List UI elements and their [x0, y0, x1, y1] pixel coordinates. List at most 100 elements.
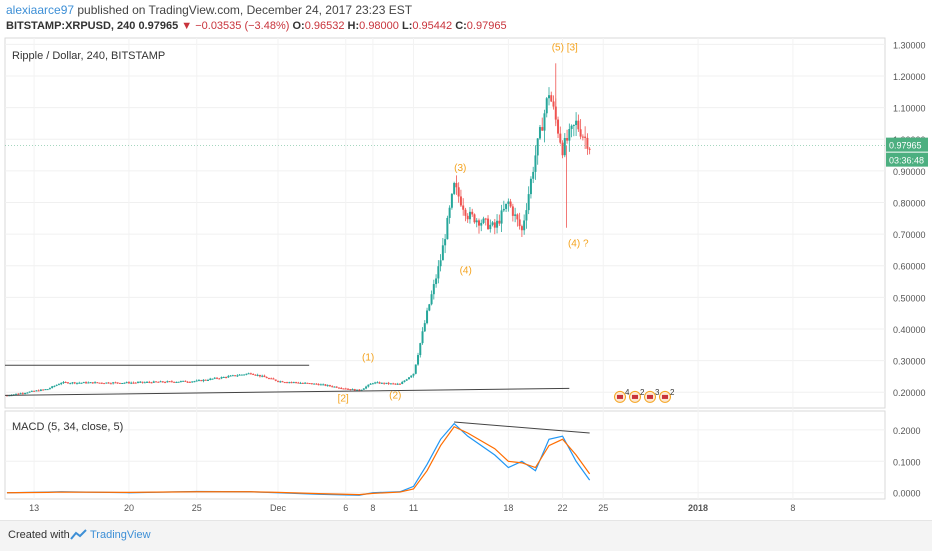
candle-body [220, 377, 223, 379]
candle-body [568, 129, 571, 141]
candle-body [297, 382, 300, 384]
candle-body [328, 385, 331, 387]
candle-body [351, 389, 354, 391]
candle-body [15, 393, 18, 395]
candle-body [396, 383, 399, 385]
candle-body [491, 222, 494, 225]
candle-body [561, 142, 564, 156]
candle-body [471, 211, 474, 215]
countdown-tag [886, 152, 928, 167]
candle-body [91, 382, 94, 384]
candle-body [62, 382, 65, 384]
candle-body [304, 382, 307, 384]
trend-lines [4, 364, 590, 434]
candle-body [107, 382, 110, 384]
candle-body [157, 381, 160, 383]
flag-icon [662, 394, 668, 399]
candle-body [143, 382, 146, 384]
price-tick-label: 1.10000 [893, 104, 926, 114]
close-label: C: [455, 20, 467, 32]
wave-label: (4) ? [568, 239, 589, 250]
candle-body [177, 381, 180, 383]
candle-body [96, 382, 99, 384]
candles [5, 63, 885, 397]
candle-body [141, 381, 144, 383]
candle-body [380, 382, 383, 384]
candle-body [340, 388, 343, 390]
candle-body [292, 382, 295, 384]
time-tick-label: 2018 [688, 503, 708, 513]
down-arrow-icon: ▼ [181, 20, 193, 32]
candle-body [342, 388, 345, 390]
candle-body [28, 391, 31, 393]
candle-body [150, 382, 153, 384]
candle-body [204, 379, 207, 381]
candle-body [184, 380, 187, 382]
candle-body [42, 389, 45, 391]
candle-body [51, 386, 54, 389]
candle-body [209, 378, 212, 380]
candle-body [426, 310, 429, 324]
flag-icon [617, 394, 623, 399]
candle-body [502, 208, 505, 211]
candle-body [428, 304, 431, 311]
flag-icon [647, 394, 653, 399]
time-axis[interactable]: 13 20 25 Dec 6 8 11 18 22 25 2018 8 [29, 503, 795, 513]
candle-body [37, 390, 40, 392]
candle-body [272, 378, 275, 380]
candle-body [301, 382, 304, 384]
candle-body [118, 382, 121, 384]
chart-canvas[interactable]: 1.300001.200001.100001.000000.900000.800… [0, 36, 932, 522]
tradingview-brand-link[interactable]: TradingView [90, 529, 151, 541]
event-badge-count: 2 [640, 388, 645, 397]
macd-series-line [6, 425, 591, 496]
candle-body [94, 382, 97, 384]
wave-label: (5) [3] [552, 43, 578, 54]
time-tick-label: 25 [598, 503, 608, 513]
candle-body [173, 381, 176, 383]
candle-body [505, 203, 508, 209]
candle-body [543, 113, 546, 131]
candle-body [57, 384, 60, 386]
candle-body [236, 375, 239, 377]
candle-body [249, 373, 252, 375]
candle-body [317, 384, 320, 386]
candle-body [146, 381, 149, 383]
price-tick-label: 1.20000 [893, 72, 926, 82]
candle-body [48, 388, 51, 390]
candle-body [85, 382, 88, 384]
candle-body [166, 381, 169, 383]
candle-body [516, 214, 519, 220]
price-tick-label: 0.30000 [893, 357, 926, 367]
candle-body [55, 384, 58, 386]
wave-label: [2] [338, 394, 349, 405]
candle-body [105, 382, 108, 384]
candle-body [283, 382, 286, 384]
candle-body [112, 382, 115, 384]
candle-body [168, 381, 171, 383]
candle-body [432, 284, 435, 295]
tradingview-logo-icon[interactable] [70, 528, 88, 542]
support-trendline [4, 387, 570, 396]
candle-body [231, 375, 234, 377]
price-axis[interactable]: 1.300001.200001.100001.000000.900000.800… [886, 40, 928, 499]
candle-body [227, 376, 230, 378]
candle-body [193, 381, 196, 383]
price-tick-label: 0.50000 [893, 293, 926, 303]
macd-pane-title: MACD (5, 34, close, 5) [12, 421, 124, 433]
candle-body [588, 148, 591, 150]
low-value: 0.95442 [412, 20, 453, 32]
candle-body [572, 125, 575, 127]
author-link[interactable]: alexiaarce97 [6, 3, 75, 17]
candle-body [459, 196, 462, 206]
event-badges[interactable]: 4 2 3 2 [614, 388, 676, 403]
candle-body [482, 218, 485, 223]
wave-label: (3) [454, 163, 466, 174]
candle-body [439, 260, 442, 267]
candle-body [243, 374, 246, 376]
price-tick-label: 0.90000 [893, 167, 926, 177]
candle-body [529, 178, 532, 195]
candle-body [197, 380, 200, 382]
candle-body [401, 382, 404, 385]
candle-body [385, 382, 388, 384]
